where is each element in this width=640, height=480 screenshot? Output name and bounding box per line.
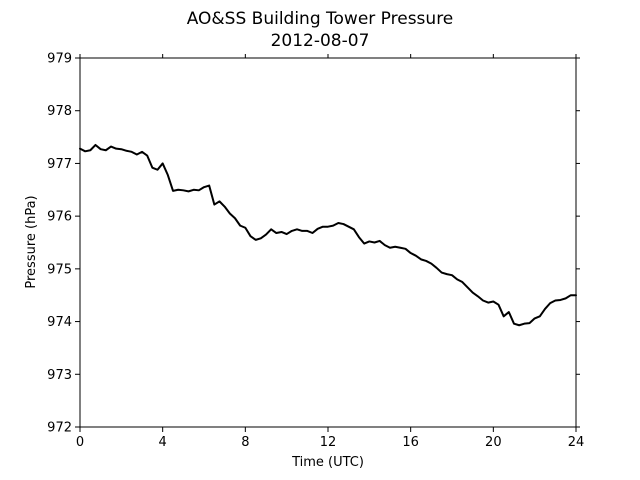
x-tick-label: 8 [241, 435, 249, 450]
x-tick-label: 0 [76, 435, 84, 450]
x-tick-label: 16 [402, 435, 419, 450]
plot-frame [79, 57, 577, 428]
axes-layer: 0 4 8 12 16 20 24 972 973 974 975 976 977 978 979 [47, 52, 584, 451]
y-tick-label: 979 [47, 52, 72, 67]
x-tick-label: 24 [568, 435, 585, 450]
y-tick-label: 977 [47, 157, 72, 172]
pressure-series-line [79, 143, 577, 327]
y-axis-label: Pressure (hPa) [24, 195, 39, 288]
y-tick-label: 975 [47, 262, 72, 277]
y-tick-label: 972 [47, 421, 72, 436]
x-tick-label: 4 [159, 435, 167, 450]
x-tick-label: 20 [485, 435, 502, 450]
y-tick-label: 973 [47, 368, 72, 383]
y-tick-label: 976 [47, 210, 72, 225]
x-axis-label: Time (UTC) [291, 455, 364, 470]
x-tick-label: 12 [320, 435, 337, 450]
y-tick-label: 978 [47, 104, 72, 119]
chart-title: AO&SS Building Tower Pressure [187, 9, 454, 29]
y-tick-label: 974 [47, 315, 72, 330]
series-layer [79, 143, 577, 327]
chart-subtitle: 2012-08-07 [271, 31, 370, 51]
